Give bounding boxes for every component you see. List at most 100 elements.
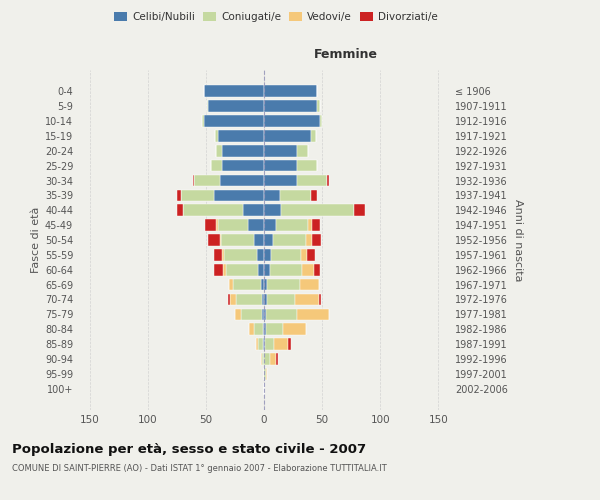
Bar — [327, 174, 329, 186]
Text: Popolazione per età, sesso e stato civile - 2007: Popolazione per età, sesso e stato civil… — [12, 442, 366, 456]
Text: COMUNE DI SAINT-PIERRE (AO) - Dati ISTAT 1° gennaio 2007 - Elaborazione TUTTITAL: COMUNE DI SAINT-PIERRE (AO) - Dati ISTAT… — [12, 464, 387, 473]
Bar — [203, 86, 264, 97]
Bar — [226, 264, 258, 276]
Bar — [235, 308, 241, 320]
Bar — [207, 100, 208, 112]
Bar — [275, 353, 278, 365]
Bar — [264, 353, 270, 365]
Bar — [241, 308, 262, 320]
Bar — [311, 220, 320, 231]
Bar — [258, 338, 263, 350]
Bar — [271, 249, 301, 260]
Bar — [254, 324, 263, 335]
Bar — [264, 190, 280, 201]
Bar — [296, 174, 327, 186]
Bar — [270, 353, 275, 365]
Bar — [214, 190, 264, 201]
Bar — [262, 294, 264, 306]
Bar — [243, 204, 264, 216]
Bar — [214, 264, 223, 276]
Bar — [233, 279, 260, 290]
Bar — [220, 234, 221, 246]
Bar — [264, 308, 266, 320]
Bar — [264, 100, 317, 112]
Bar — [217, 145, 222, 156]
Bar — [222, 145, 264, 156]
Bar — [264, 279, 268, 290]
Bar — [264, 234, 274, 246]
Bar — [193, 174, 194, 186]
Bar — [263, 338, 264, 350]
Bar — [208, 234, 220, 246]
Bar — [208, 100, 264, 112]
Bar — [181, 190, 214, 201]
Bar — [262, 353, 264, 365]
Bar — [203, 115, 264, 127]
Bar — [256, 338, 258, 350]
Bar — [257, 249, 264, 260]
Bar — [224, 249, 257, 260]
Text: Femmine: Femmine — [314, 48, 378, 62]
Bar — [296, 308, 329, 320]
Y-axis label: Fasce di età: Fasce di età — [31, 207, 41, 273]
Bar — [177, 190, 181, 201]
Bar — [301, 249, 307, 260]
Bar — [258, 264, 264, 276]
Bar — [218, 130, 264, 141]
Bar — [264, 294, 268, 306]
Bar — [314, 264, 320, 276]
Bar — [248, 220, 264, 231]
Bar — [264, 338, 265, 350]
Bar — [202, 115, 203, 127]
Bar — [264, 145, 296, 156]
Bar — [311, 190, 317, 201]
Bar — [275, 220, 308, 231]
Bar — [264, 220, 275, 231]
Bar — [311, 130, 316, 141]
Bar — [296, 160, 317, 172]
Bar — [307, 249, 315, 260]
Bar — [266, 324, 283, 335]
Bar — [228, 294, 230, 306]
Bar — [353, 204, 365, 216]
Bar — [217, 220, 218, 231]
Bar — [306, 234, 311, 246]
Bar — [264, 86, 317, 97]
Bar — [280, 190, 311, 201]
Bar — [270, 264, 302, 276]
Bar — [182, 204, 243, 216]
Bar — [264, 249, 271, 260]
Bar — [289, 338, 291, 350]
Bar — [317, 100, 320, 112]
Bar — [264, 130, 311, 141]
Bar — [266, 368, 268, 380]
Bar — [264, 204, 281, 216]
Bar — [211, 160, 222, 172]
Bar — [229, 279, 233, 290]
Legend: Celibi/Nubili, Coniugati/e, Vedovi/e, Divorziati/e: Celibi/Nubili, Coniugati/e, Vedovi/e, Di… — [110, 8, 442, 26]
Bar — [230, 294, 236, 306]
Bar — [274, 234, 306, 246]
Bar — [319, 294, 321, 306]
Bar — [300, 279, 319, 290]
Bar — [254, 234, 264, 246]
Bar — [214, 249, 222, 260]
Bar — [274, 338, 289, 350]
Bar — [215, 130, 218, 141]
Bar — [260, 279, 264, 290]
Bar — [194, 174, 220, 186]
Bar — [266, 308, 296, 320]
Bar — [268, 294, 295, 306]
Bar — [223, 264, 226, 276]
Bar — [264, 160, 296, 172]
Bar — [265, 338, 274, 350]
Bar — [236, 294, 262, 306]
Bar — [302, 264, 314, 276]
Bar — [221, 234, 254, 246]
Bar — [320, 115, 322, 127]
Bar — [283, 324, 306, 335]
Bar — [264, 324, 266, 335]
Bar — [264, 174, 296, 186]
Bar — [262, 308, 264, 320]
Bar — [264, 115, 320, 127]
